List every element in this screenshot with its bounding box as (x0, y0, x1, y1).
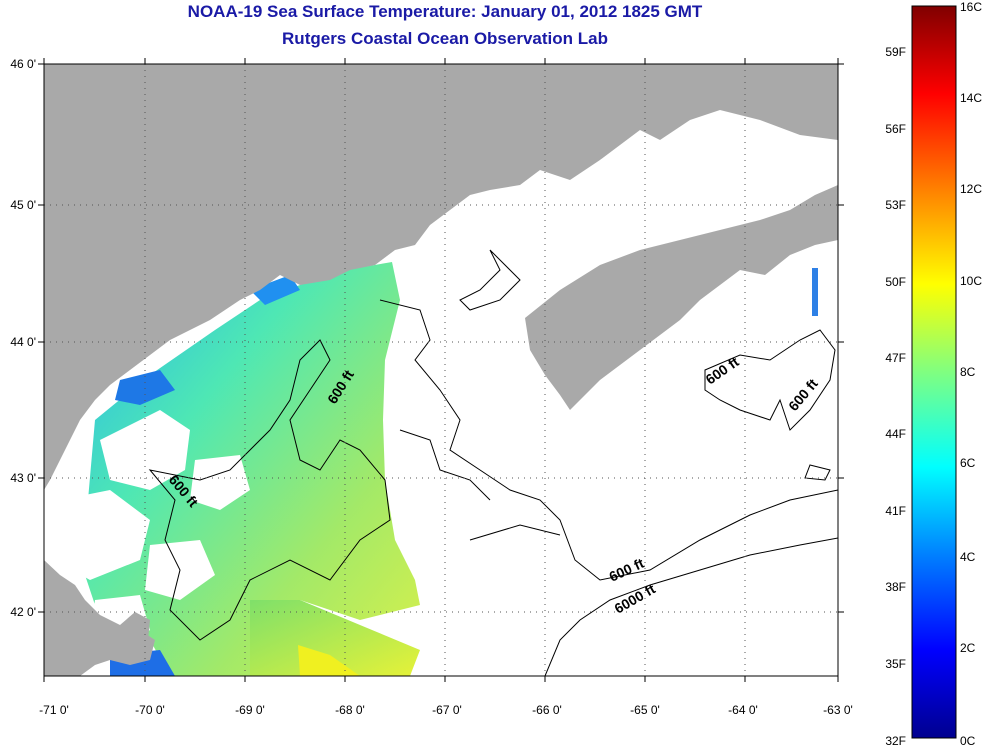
lat-lon-grid (44, 64, 838, 676)
y-tick-label: 45 0' (10, 198, 36, 212)
x-tick-label: -68 0' (335, 703, 365, 717)
colorbar-c-label: 4C (960, 550, 976, 564)
x-tick-label: -71 0' (39, 703, 69, 717)
map-frame (43, 63, 839, 677)
x-tick-label: -66 0' (532, 703, 562, 717)
colorbar-c-label: 2C (960, 641, 976, 655)
colorbar-f-label: 50F (885, 275, 906, 289)
colorbar-f-label: 41F (885, 504, 906, 518)
x-tick-label: -67 0' (432, 703, 462, 717)
colorbar-f-label: 44F (885, 427, 906, 441)
colorbar-f-label: 47F (885, 351, 906, 365)
land-layer (44, 64, 838, 676)
colorbar-celsius-labels: 16C 14C 12C 10C 8C 6C 4C 2C 0C (960, 0, 982, 748)
colorbar-c-label: 0C (960, 734, 976, 748)
colorbar-c-label: 10C (960, 274, 982, 288)
y-tick-label: 46 0' (10, 57, 36, 71)
colorbar-fahrenheit-labels: 59F 56F 53F 50F 47F 44F 41F 38F 35F 32F (885, 45, 906, 748)
y-axis-labels: 46 0' 45 0' 44 0' 43 0' 42 0' (10, 57, 36, 619)
x-tick-label: -64 0' (728, 703, 758, 717)
map-subtitle: Rutgers Coastal Ocean Observation Lab (282, 29, 608, 48)
colorbar-f-label: 35F (885, 657, 906, 671)
colorbar-c-label: 14C (960, 91, 982, 105)
colorbar-gradient (911, 5, 957, 739)
y-tick-label: 43 0' (10, 471, 36, 485)
colorbar-f-label: 56F (885, 122, 906, 136)
bathymetry-contours (148, 249, 838, 676)
colorbar-f-label: 59F (885, 45, 906, 59)
x-tick-label: -65 0' (630, 703, 660, 717)
colorbar-c-label: 12C (960, 182, 982, 196)
colorbar-f-label: 38F (885, 580, 906, 594)
x-tick-label: -69 0' (235, 703, 265, 717)
y-tick-label: 42 0' (10, 605, 36, 619)
x-axis-labels: -71 0' -70 0' -69 0' -68 0' -67 0' -66 0… (39, 703, 853, 717)
map-title: NOAA-19 Sea Surface Temperature: January… (187, 2, 703, 21)
axis-ticks (38, 58, 844, 682)
y-tick-label: 44 0' (10, 335, 36, 349)
x-tick-label: -70 0' (135, 703, 165, 717)
colorbar-f-label: 53F (885, 198, 906, 212)
x-tick-label: -63 0' (823, 703, 853, 717)
colorbar-c-label: 8C (960, 365, 976, 379)
colorbar-c-label: 16C (960, 0, 982, 14)
colorbar: 16C 14C 12C 10C 8C 6C 4C 2C 0C 59F 56F 5… (885, 0, 982, 748)
colorbar-f-label: 32F (885, 734, 906, 748)
colorbar-c-label: 6C (960, 456, 976, 470)
